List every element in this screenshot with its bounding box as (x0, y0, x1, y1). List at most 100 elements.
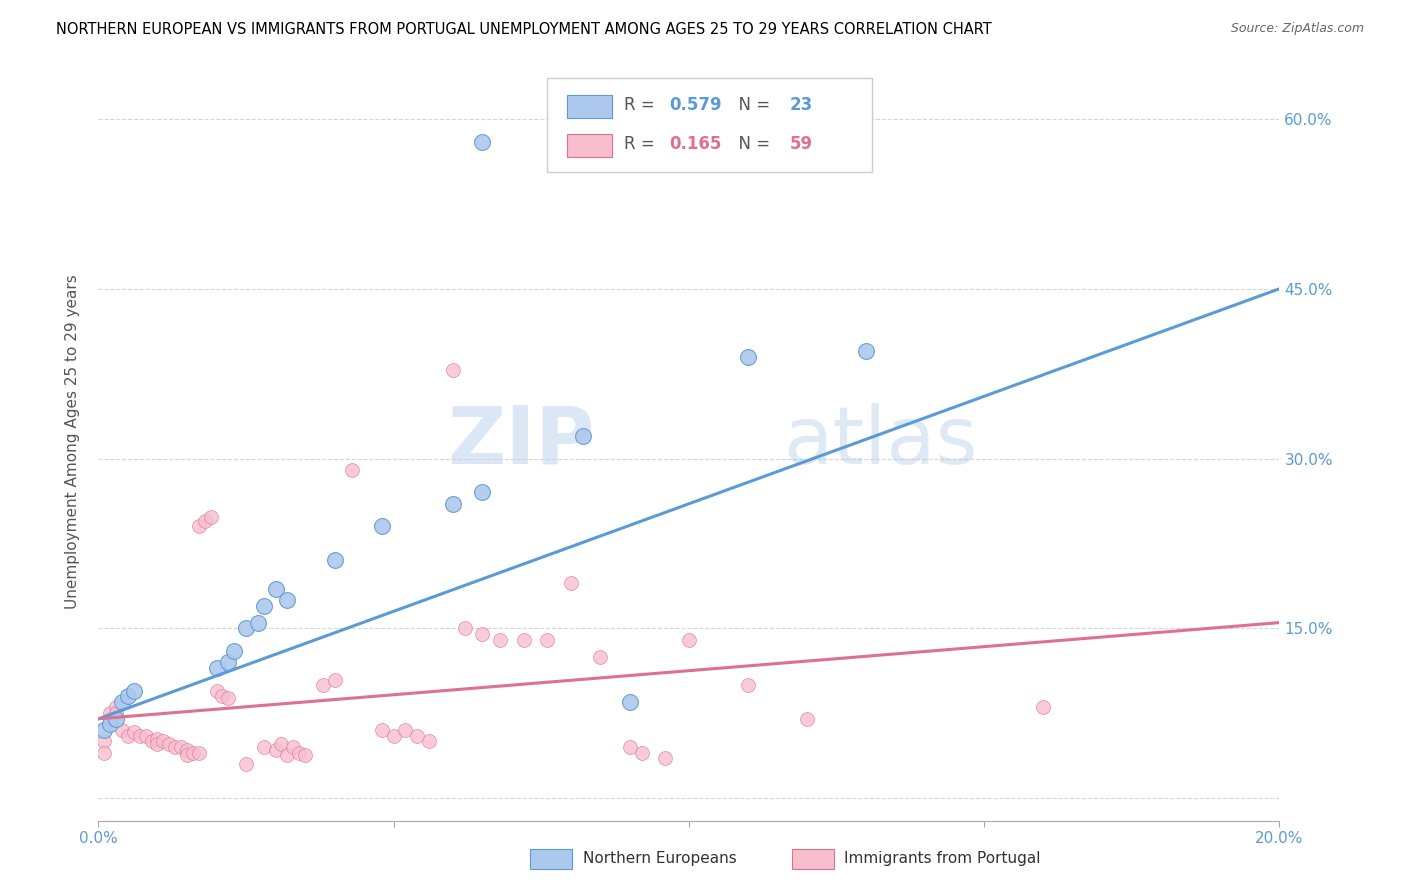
Point (217, 691, 239, 706)
Point (122, 683, 145, 698)
Point (146, 737, 169, 751)
Point (654, 751, 676, 765)
FancyBboxPatch shape (547, 78, 872, 172)
Point (105, 712, 128, 726)
Point (441, 497, 464, 511)
Point (471, 627, 494, 641)
Text: 0.165: 0.165 (669, 136, 721, 153)
Text: R =: R = (624, 96, 659, 114)
Bar (530, 849, 572, 869)
Point (157, 737, 180, 751)
Point (571, 429, 593, 443)
Y-axis label: Unemployment Among Ages 25 to 29 years: Unemployment Among Ages 25 to 29 years (65, 274, 80, 609)
Point (93, 723, 115, 738)
Point (312, 678, 335, 692)
Point (117, 729, 139, 743)
Point (98, 706, 121, 720)
Point (141, 734, 163, 748)
Text: NORTHERN EUROPEAN VS IMMIGRANTS FROM PORTUGAL UNEMPLOYMENT AMONG AGES 25 TO 29 Y: NORTHERN EUROPEAN VS IMMIGRANTS FROM POR… (56, 22, 993, 37)
Point (323, 673, 346, 688)
Point (589, 649, 612, 664)
Point (152, 734, 174, 748)
Text: N =: N = (728, 96, 775, 114)
Bar (567, 95, 612, 118)
Point (737, 350, 759, 364)
Point (796, 712, 818, 726)
Point (105, 700, 128, 714)
Point (211, 689, 233, 703)
Point (382, 729, 405, 743)
Point (128, 729, 150, 743)
Bar (792, 849, 834, 869)
Point (630, 746, 652, 760)
Point (93, 746, 115, 760)
Point (536, 632, 558, 647)
Point (394, 723, 416, 738)
Point (181, 746, 204, 760)
Text: ZIP: ZIP (447, 402, 595, 481)
Point (371, 519, 394, 533)
Point (512, 632, 534, 647)
Point (453, 621, 475, 635)
Point (678, 632, 700, 647)
Point (122, 725, 145, 739)
Text: 59: 59 (789, 136, 813, 153)
Point (105, 706, 128, 720)
Text: atlas: atlas (783, 402, 977, 481)
Point (471, 135, 494, 149)
Point (737, 678, 759, 692)
Text: 0.579: 0.579 (669, 96, 721, 114)
Point (187, 746, 209, 760)
Point (253, 740, 276, 755)
Point (283, 740, 305, 755)
Point (342, 463, 364, 477)
Point (371, 723, 394, 738)
Point (264, 743, 287, 757)
Point (560, 576, 582, 591)
Bar (567, 135, 612, 157)
Point (441, 363, 464, 377)
Point (246, 615, 269, 630)
Point (217, 655, 239, 669)
Point (276, 593, 298, 607)
Point (187, 519, 209, 533)
Point (93, 734, 115, 748)
Text: 23: 23 (789, 96, 813, 114)
Point (855, 344, 877, 359)
Text: R =: R = (624, 136, 659, 153)
Text: N =: N = (728, 136, 775, 153)
Point (135, 729, 157, 743)
Point (205, 661, 228, 675)
Point (619, 695, 641, 709)
Point (200, 510, 222, 524)
Point (165, 740, 187, 755)
Point (224, 644, 246, 658)
Point (111, 695, 134, 709)
Point (276, 747, 298, 762)
Point (270, 737, 292, 751)
Point (235, 621, 257, 635)
Point (98, 712, 121, 726)
Point (170, 740, 193, 755)
Point (146, 732, 169, 747)
Point (253, 599, 276, 613)
Point (471, 485, 494, 500)
Point (176, 743, 198, 757)
Text: Northern Europeans: Northern Europeans (583, 851, 737, 865)
Point (288, 746, 311, 760)
Point (98, 717, 121, 731)
Point (323, 553, 346, 567)
Point (117, 689, 139, 703)
Text: Source: ZipAtlas.com: Source: ZipAtlas.com (1230, 22, 1364, 36)
Point (1032, 700, 1054, 714)
Point (264, 582, 287, 596)
Point (406, 729, 429, 743)
Point (235, 757, 257, 772)
Point (294, 747, 316, 762)
Point (205, 683, 228, 698)
Text: Immigrants from Portugal: Immigrants from Portugal (844, 851, 1040, 865)
Point (418, 734, 440, 748)
Point (176, 747, 198, 762)
Point (619, 740, 641, 755)
Point (111, 723, 134, 738)
